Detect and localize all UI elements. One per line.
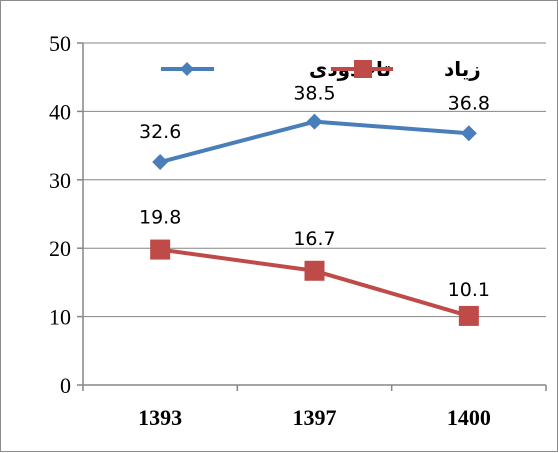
data-label-series-2-1397: 16.7 [293,228,335,250]
point-series-2-1397 [304,260,325,281]
x-tick-labels: 1393 1397 1400 [82,385,547,430]
legend: تاحدودی زیاد [161,57,481,81]
data-label-series-1-1393: 32.6 [139,121,181,143]
data-label-series-1-1400: 36.8 [448,92,490,114]
y-tick-label-50: 50 [49,31,71,56]
legend-marker-square [354,60,372,78]
x-tick-label-1397: 1397 [293,405,337,430]
point-series-1-1393 [152,154,169,171]
y-tick-labels: 0 10 20 30 40 50 [49,31,83,398]
y-tick-label-10: 10 [49,305,71,330]
legend-marker-diamond [180,62,194,76]
data-labels: 32.6 38.5 36.8 19.8 16.7 10.1 [139,83,490,301]
point-series-1-1397 [306,113,323,130]
y-tick-label-20: 20 [49,236,71,261]
data-label-series-2-1400: 10.1 [448,279,490,301]
point-series-1-1400 [460,125,477,142]
data-label-series-1-1397: 38.5 [293,83,335,105]
series [150,113,479,326]
y-tick-label-30: 30 [49,168,71,193]
point-series-2-1400 [458,305,479,326]
y-tick-label-0: 0 [60,373,71,398]
x-tick-label-1400: 1400 [447,405,491,430]
axes [82,43,546,386]
x-tick-label-1393: 1393 [138,405,182,430]
legend-label-series-2: زیاد [444,57,481,81]
data-label-series-2-1393: 19.8 [139,207,181,229]
y-tick-label-40: 40 [49,99,71,124]
legend-item-series-2: زیاد [331,57,481,81]
series-line-2 [159,247,470,318]
point-series-2-1393 [150,239,171,260]
